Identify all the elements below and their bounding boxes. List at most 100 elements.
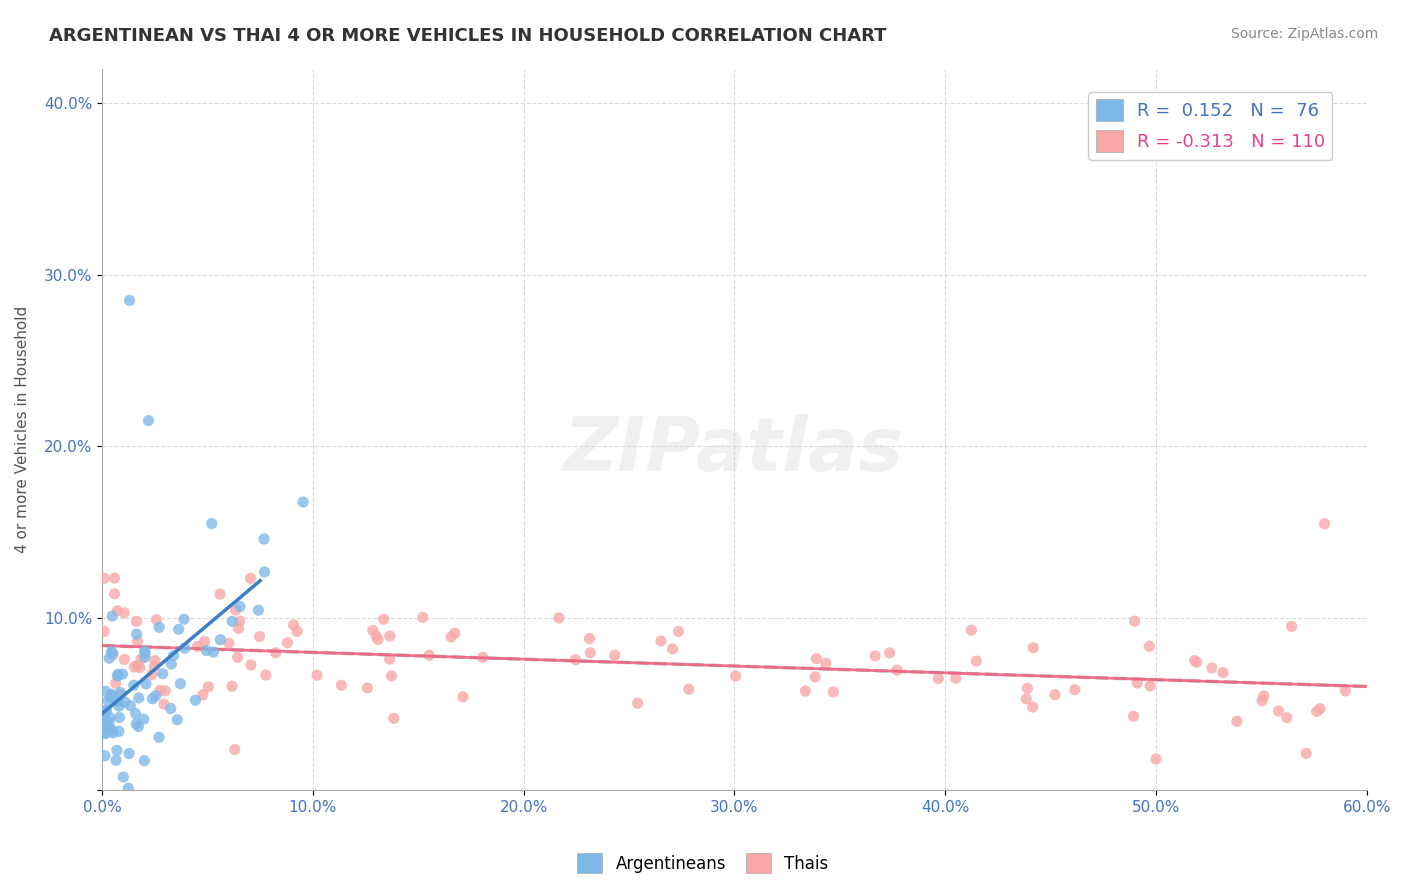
Text: Source: ZipAtlas.com: Source: ZipAtlas.com xyxy=(1230,27,1378,41)
Point xyxy=(330,678,353,692)
Point xyxy=(1295,746,1317,760)
Point xyxy=(124,706,146,721)
Point xyxy=(120,698,142,713)
Point xyxy=(292,495,315,509)
Point xyxy=(208,587,231,601)
Point xyxy=(173,612,195,626)
Point xyxy=(128,660,150,674)
Point xyxy=(108,699,131,714)
Point xyxy=(886,663,908,677)
Point xyxy=(879,646,901,660)
Point xyxy=(125,615,148,629)
Point xyxy=(1309,702,1331,716)
Point xyxy=(94,727,117,741)
Point xyxy=(128,690,150,705)
Point xyxy=(112,652,135,666)
Point xyxy=(253,532,276,546)
Point xyxy=(98,651,121,665)
Point xyxy=(96,718,118,732)
Point xyxy=(564,653,586,667)
Point xyxy=(145,689,167,703)
Point xyxy=(823,685,845,699)
Point xyxy=(1226,714,1249,729)
Point xyxy=(169,676,191,690)
Point xyxy=(100,687,122,701)
Point xyxy=(108,724,131,739)
Point xyxy=(105,743,128,757)
Point xyxy=(125,717,148,731)
Point xyxy=(1334,684,1357,698)
Point xyxy=(239,571,262,585)
Point xyxy=(960,624,983,638)
Point xyxy=(378,652,401,666)
Point xyxy=(229,614,252,628)
Point xyxy=(678,682,700,697)
Point xyxy=(1123,614,1146,628)
Point xyxy=(101,723,124,738)
Point xyxy=(93,714,115,729)
Point xyxy=(382,711,405,725)
Point xyxy=(794,684,817,698)
Point xyxy=(927,672,949,686)
Point xyxy=(107,669,129,683)
Point xyxy=(1122,709,1144,723)
Point xyxy=(159,701,181,715)
Point xyxy=(93,707,115,722)
Legend: Argentineans, Thais: Argentineans, Thais xyxy=(571,847,835,880)
Point xyxy=(451,690,474,704)
Point xyxy=(471,650,494,665)
Text: ARGENTINEAN VS THAI 4 OR MORE VEHICLES IN HOUSEHOLD CORRELATION CHART: ARGENTINEAN VS THAI 4 OR MORE VEHICLES I… xyxy=(49,27,887,45)
Point xyxy=(661,641,683,656)
Point xyxy=(127,658,149,673)
Point xyxy=(356,681,378,695)
Point xyxy=(1017,681,1039,696)
Point xyxy=(1275,711,1298,725)
Point xyxy=(668,624,690,639)
Point xyxy=(1043,688,1066,702)
Point xyxy=(225,603,247,617)
Point xyxy=(166,713,188,727)
Point xyxy=(1212,665,1234,680)
Point xyxy=(240,657,263,672)
Point xyxy=(105,753,128,767)
Point xyxy=(253,565,276,579)
Point xyxy=(191,688,214,702)
Point xyxy=(226,650,249,665)
Point xyxy=(111,667,134,681)
Point xyxy=(97,693,120,707)
Point xyxy=(134,650,156,665)
Point xyxy=(418,648,440,663)
Point xyxy=(863,648,886,663)
Point xyxy=(626,696,648,710)
Point xyxy=(1144,752,1167,766)
Point xyxy=(186,640,208,654)
Point xyxy=(110,685,132,699)
Point xyxy=(127,719,149,733)
Point xyxy=(229,599,252,614)
Point xyxy=(1137,639,1160,653)
Point xyxy=(1184,654,1206,668)
Point xyxy=(1306,705,1329,719)
Point xyxy=(117,781,139,796)
Point xyxy=(221,679,243,693)
Point xyxy=(103,571,125,585)
Point xyxy=(603,648,626,663)
Point xyxy=(945,671,967,685)
Point xyxy=(134,754,156,768)
Point xyxy=(249,630,271,644)
Point xyxy=(134,644,156,658)
Point xyxy=(118,293,141,308)
Point xyxy=(378,629,401,643)
Point xyxy=(1139,679,1161,693)
Point xyxy=(107,667,129,681)
Point xyxy=(143,659,166,673)
Point xyxy=(101,609,124,624)
Point xyxy=(1201,661,1223,675)
Point xyxy=(152,666,174,681)
Point xyxy=(104,676,127,690)
Point xyxy=(134,646,156,660)
Point xyxy=(228,621,250,635)
Point xyxy=(162,648,184,663)
Point xyxy=(174,641,197,656)
Point xyxy=(143,654,166,668)
